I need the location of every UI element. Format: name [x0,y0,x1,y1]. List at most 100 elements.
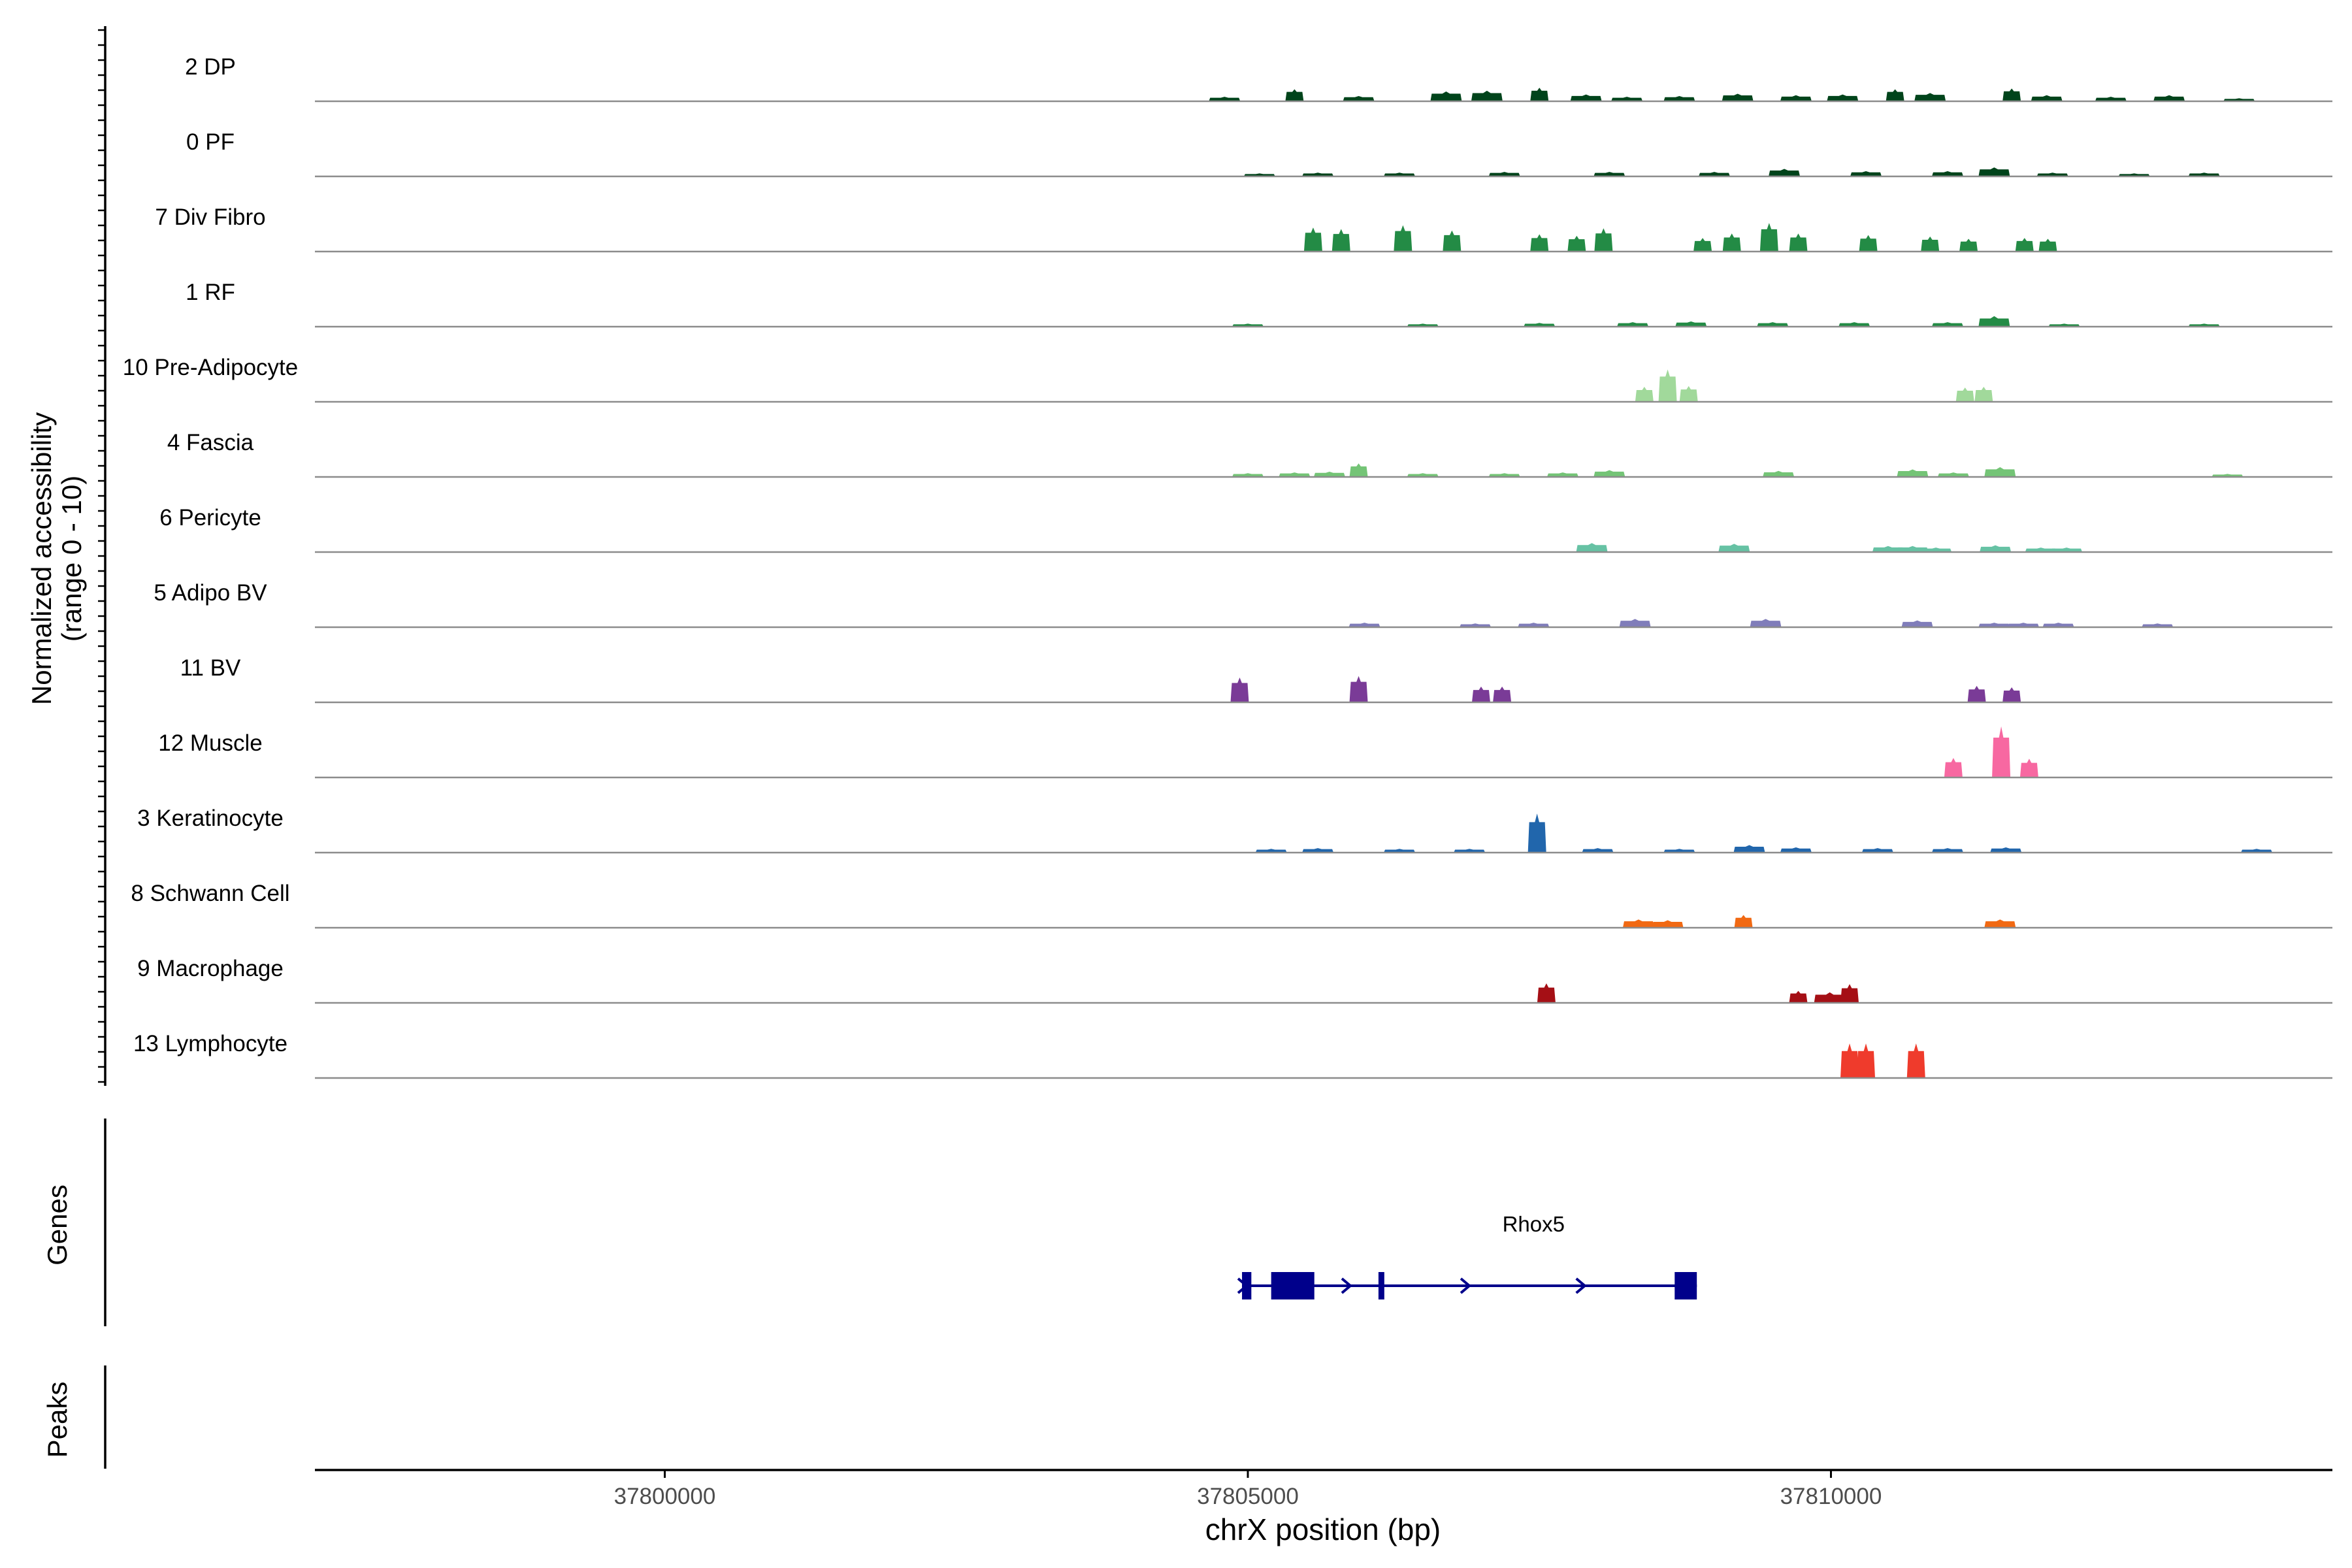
gene-strand-arrow [1575,1277,1587,1294]
track-2: 0 PF [186,129,2332,178]
coverage-peak [1384,849,1416,853]
coverage-peak [2015,238,2034,252]
coverage-peak [2036,172,2068,176]
x-tick-label: 37805000 [1197,1484,1299,1509]
coverage-peak [1582,848,1614,853]
coverage-peak [1679,385,1698,402]
x-tick-label: 37800000 [614,1484,716,1509]
gene-exon [1378,1272,1384,1299]
coverage-peak [1955,387,1974,402]
coverage-peak [1734,915,1753,928]
coverage-peak [1980,545,2012,552]
track-label: 8 Schwann Cell [131,881,289,906]
track-label: 4 Fascia [167,430,254,455]
gene-name-label: Rhox5 [1503,1212,1565,1236]
track-6: 4 Fascia [167,430,2332,478]
gene-strand-arrow [1460,1277,1472,1294]
coverage-peak [1230,678,1249,702]
coverage-peak [1984,919,2016,928]
track-13: 9 Macrophage [137,956,2332,1004]
coverage-peak [1530,234,1549,252]
coverage-peak [1718,544,1750,552]
track-label: 10 Pre-Adipocyte [123,355,298,380]
coverage-peak [1407,473,1439,477]
coverage-peak [1622,919,1654,928]
coverage-peak [1850,171,1882,176]
coverage-peak [1331,229,1350,252]
gene-strand-arrow [1341,1277,1353,1294]
track-4: 1 RF [186,280,2332,328]
track-label: 5 Adipo BV [154,580,267,606]
coverage-peak [1780,847,1812,853]
coverage-peak [2142,623,2174,627]
coverage-peak [1859,235,1878,252]
coverage-peak [1978,623,2010,627]
y-axis [98,26,106,1086]
coverage-peak [1537,983,1556,1003]
coverage-peak [1527,813,1546,853]
coverage-peak [1944,758,1963,777]
coverage-peak [1349,676,1368,702]
track-label: 7 Div Fibro [155,204,265,230]
track-7: 6 Pericyte [159,505,2332,553]
track-label: 1 RF [186,280,235,305]
coverage-peak [1576,543,1608,552]
coverage-peak [1901,620,1933,627]
coverage-peak [1384,172,1416,176]
coverage-peak [1886,89,1904,101]
coverage-peak [1789,990,1808,1003]
coverage-peak [1488,473,1520,477]
track-label: 3 Keratinocyte [137,806,284,831]
coverage-peak [1840,1043,1859,1078]
coverage-peak [1303,227,1322,252]
coverage-peak [1394,225,1413,252]
coverage-peak [1827,94,1859,101]
coverage-peak [1990,847,2022,853]
coverage-peak [1857,1043,1876,1078]
coverage-peak [1978,316,2010,327]
coverage-peak [1443,230,1462,252]
coverage-peak [2002,88,2021,101]
coverage-peak [1619,619,1651,627]
coverage-peak [1693,238,1712,252]
coverage-peak [1722,93,1754,101]
coverage-peak [1937,472,1969,477]
coverage-peak [2240,849,2272,853]
coverage-peak [1897,546,1929,552]
coverage-peak [1759,223,1778,252]
track-11: 3 Keratinocyte [137,806,2332,854]
coverage-peak [1460,623,1492,627]
coverage-peak [1302,172,1334,176]
coverage-peak [2188,172,2220,176]
coverage-peak [2002,687,2021,702]
coverage-peak [1285,89,1304,101]
coverage-peak [1255,849,1287,853]
gene-exon [1674,1272,1697,1299]
coverage-peak [1906,1043,1925,1078]
coverage-peak [1348,623,1380,627]
coverage-peak [1313,471,1345,477]
coverage-peak [1635,387,1654,402]
coverage-peak [1992,726,2011,777]
coverage-peak [1984,467,2016,477]
coverage-peak [1914,93,1946,101]
coverage-peak [1570,94,1602,101]
genes-panel: Rhox5 [104,1119,1697,1326]
track-10: 12 Muscle [158,726,2332,779]
x-axis: 37800000 37805000 37810000 [315,1469,2332,1509]
coverage-peak [1967,685,1986,702]
y-axis-label-line1: Normalized accessibility [26,412,57,705]
track-label: 0 PF [186,129,235,155]
track-9: 11 BV [180,655,2332,704]
coverage-peak [1931,171,1963,176]
track-8: 5 Adipo BV [154,580,2332,629]
y-axis-label-line2: (range 0 - 10) [56,476,87,642]
coverage-peak [1733,845,1765,853]
track-1: 2 DP [185,54,2332,103]
coverage-peak [1897,469,1929,477]
coverage-peak [1974,387,1993,402]
coverage-peak [1593,172,1625,176]
track-label: 2 DP [185,54,236,80]
coverage-peak [1302,848,1334,853]
coverage-peak [1722,233,1741,252]
